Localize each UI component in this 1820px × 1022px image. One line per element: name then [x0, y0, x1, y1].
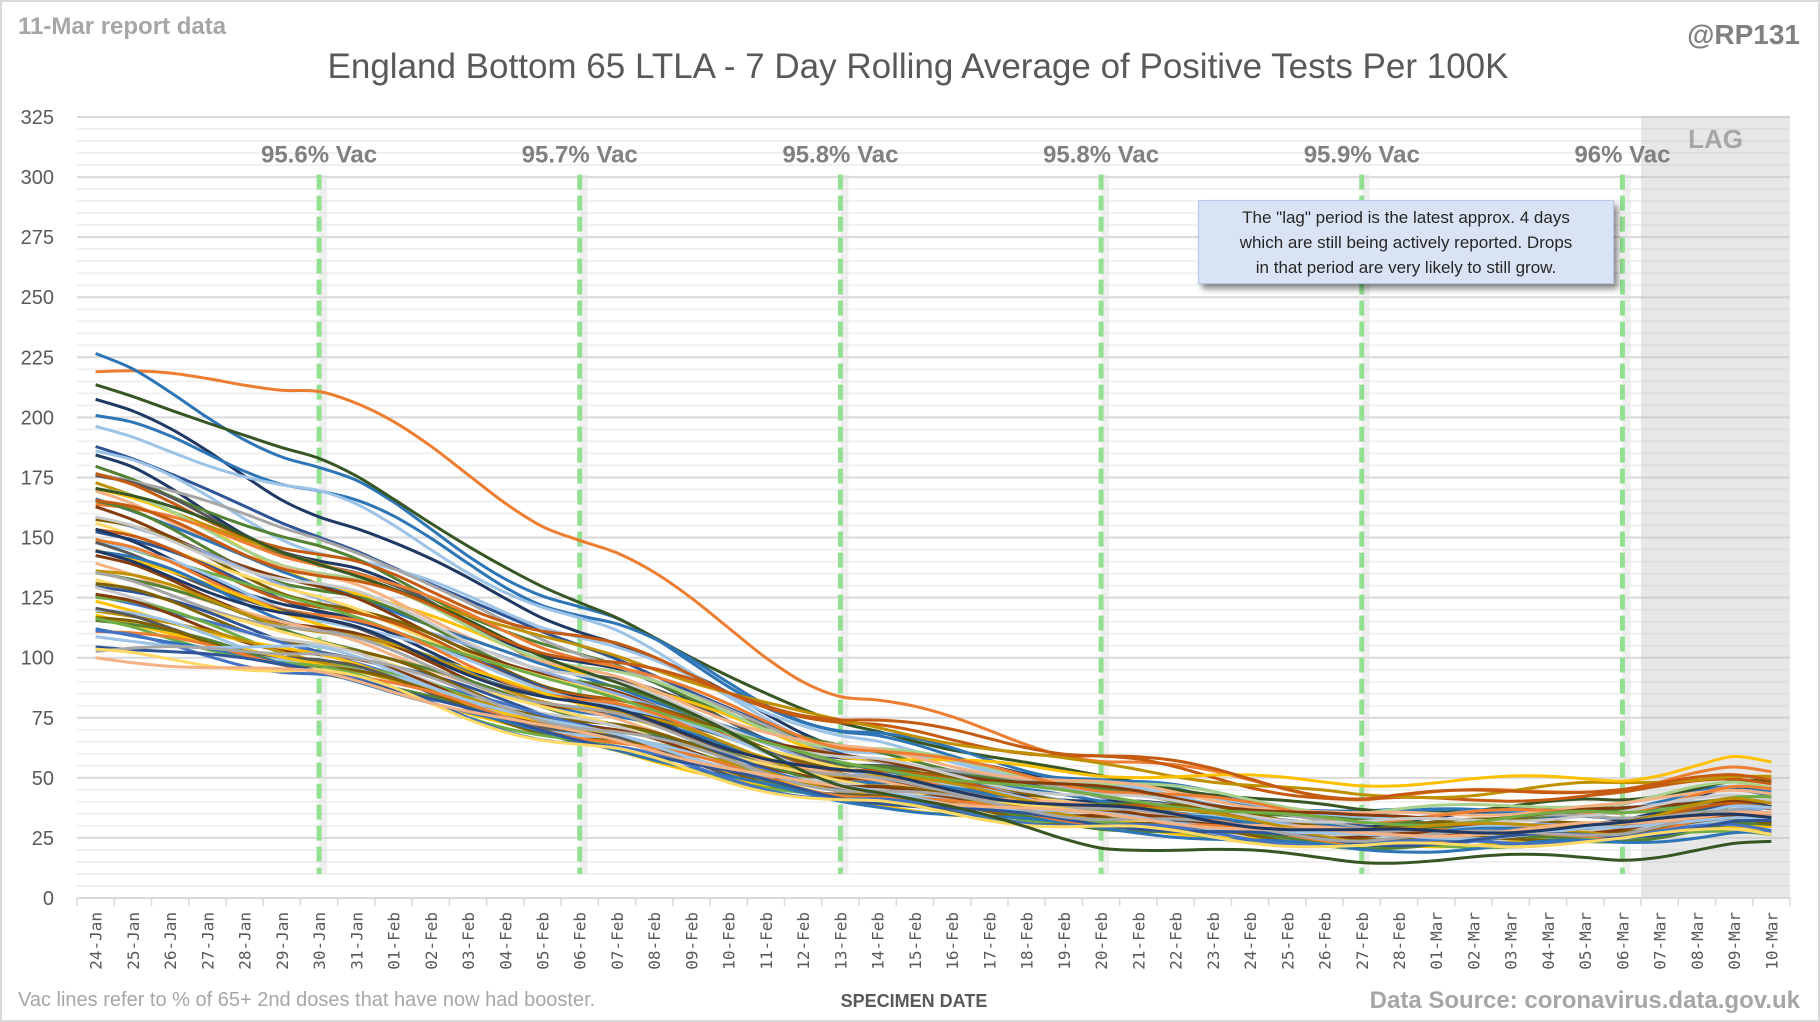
y-tick-label: 250	[21, 287, 54, 309]
vac-line-label: 95.6% Vac	[261, 142, 377, 169]
x-tick-label: 20-Feb	[1092, 912, 1111, 970]
vac-line-label: 95.9% Vac	[1304, 142, 1420, 169]
y-tick-label: 300	[21, 167, 54, 189]
x-tick-label: 08-Mar	[1688, 912, 1707, 970]
x-tick-label: 01-Mar	[1427, 912, 1446, 970]
x-tick-label: 02-Feb	[422, 912, 441, 970]
x-tick-label: 27-Feb	[1353, 912, 1372, 970]
vac-footnote: Vac lines refer to % of 65+ 2nd doses th…	[18, 989, 595, 1011]
x-tick-label: 23-Feb	[1204, 912, 1223, 970]
x-tick-label: 10-Mar	[1762, 912, 1781, 970]
x-tick-label: 09-Feb	[682, 912, 701, 970]
x-tick-label: 07-Feb	[608, 912, 627, 970]
x-tick-label: 21-Feb	[1129, 912, 1148, 970]
x-tick-label: 08-Feb	[645, 912, 664, 970]
x-tick-label: 29-Jan	[273, 912, 292, 970]
series-lines	[95, 352, 1772, 865]
y-tick-label: 200	[21, 407, 54, 429]
vac-line-label: 95.8% Vac	[782, 142, 898, 169]
lag-annotation-line: which are still being actively reported.…	[1239, 233, 1573, 252]
x-tick-label: 14-Feb	[869, 912, 888, 970]
y-tick-label: 25	[32, 828, 54, 850]
report-date-label: 11-Mar report data	[18, 13, 227, 40]
chart-title: England Bottom 65 LTLA - 7 Day Rolling A…	[328, 47, 1509, 86]
y-tick-label: 0	[43, 888, 54, 910]
x-tick-label: 30-Jan	[310, 912, 329, 970]
series-line	[95, 486, 1772, 865]
vac-line-label: 95.7% Vac	[522, 142, 638, 169]
y-tick-label: 275	[21, 227, 54, 249]
x-tick-label: 15-Feb	[906, 912, 925, 970]
data-source: Data Source: coronavirus.data.gov.uk	[1370, 987, 1801, 1014]
x-tick-label: 26-Feb	[1316, 912, 1335, 970]
y-tick-label: 50	[32, 768, 54, 790]
x-tick-label: 18-Feb	[1018, 912, 1037, 970]
x-tick-label: 22-Feb	[1167, 912, 1186, 970]
x-tick-label: 24-Feb	[1241, 912, 1260, 970]
lag-gridlines	[1641, 116, 1790, 887]
x-tick-label: 07-Mar	[1651, 912, 1670, 970]
vac-lines: 95.6% Vac 95.7% Vac 95.8% Vac 95.8% Vac 95.9…	[261, 142, 1670, 874]
x-tick-label: 06-Mar	[1613, 912, 1632, 970]
series-line	[95, 549, 1772, 835]
x-tick-label: 25-Jan	[124, 912, 143, 970]
series-line	[95, 498, 1772, 801]
series-line	[95, 569, 1772, 836]
lag-annotation-line: in that period are very likely to still …	[1255, 258, 1557, 277]
x-tick-label: 02-Mar	[1464, 912, 1483, 970]
x-tick-label: 03-Feb	[459, 912, 478, 970]
y-tick-label: 100	[21, 648, 54, 670]
series-line	[95, 502, 1772, 825]
x-tick-label: 05-Feb	[533, 912, 552, 970]
x-tick-label: 19-Feb	[1055, 912, 1074, 970]
series-line	[95, 489, 1772, 817]
lag-annotation-line: The "lag" period is the latest approx. 4…	[1242, 208, 1570, 227]
x-axis: 24-Jan 25-Jan 26-Jan 27-Jan 28-Jan 29-Jan 30-J…	[76, 897, 1791, 970]
x-tick-label: 05-Mar	[1576, 912, 1595, 970]
y-tick-label: 75	[32, 708, 54, 730]
x-tick-label: 10-Feb	[720, 912, 739, 970]
x-tick-label: 16-Feb	[943, 912, 962, 970]
lag-label: LAG	[1688, 124, 1743, 154]
series-line	[95, 647, 1772, 849]
y-tick-label: 225	[21, 347, 54, 369]
x-tick-label: 27-Jan	[198, 912, 217, 970]
x-tick-label: 04-Feb	[496, 912, 515, 970]
y-axis-ticks: 0 25 50 75 100 125 150 175 200 225 250 275 300 325	[21, 107, 54, 910]
lag-annotation-box: The "lag" period is the latest approx. 4…	[1198, 200, 1614, 284]
x-tick-label: 04-Mar	[1539, 912, 1558, 970]
x-tick-label: 28-Feb	[1390, 912, 1409, 970]
author-handle: @RP131	[1687, 19, 1800, 50]
x-tick-label: 13-Feb	[831, 912, 850, 970]
x-tick-label: 28-Jan	[236, 912, 255, 970]
x-tick-label: 03-Mar	[1502, 912, 1521, 970]
x-tick-label: 12-Feb	[794, 912, 813, 970]
x-tick-label: 11-Feb	[757, 912, 776, 970]
x-tick-label: 25-Feb	[1278, 912, 1297, 970]
y-tick-label: 175	[21, 467, 54, 489]
series-line	[95, 645, 1772, 843]
x-tick-label: 09-Mar	[1725, 912, 1744, 970]
x-tick-label: 31-Jan	[347, 912, 366, 970]
x-tick-label: 01-Feb	[385, 912, 404, 970]
series-line	[95, 472, 1772, 803]
x-tick-label: 17-Feb	[980, 912, 999, 970]
vac-line-label: 95.8% Vac	[1043, 142, 1159, 169]
y-tick-label: 325	[21, 107, 54, 129]
series-line	[95, 352, 1772, 815]
vac-line-label: 96% Vac	[1574, 142, 1670, 169]
x-axis-title: SPECIMEN DATE	[841, 991, 988, 1011]
x-tick-label: 24-Jan	[87, 912, 106, 970]
y-tick-label: 125	[21, 588, 54, 610]
y-tick-label: 150	[21, 528, 54, 550]
x-tick-label: 26-Jan	[161, 912, 180, 970]
x-tick-label: 06-Feb	[571, 912, 590, 970]
